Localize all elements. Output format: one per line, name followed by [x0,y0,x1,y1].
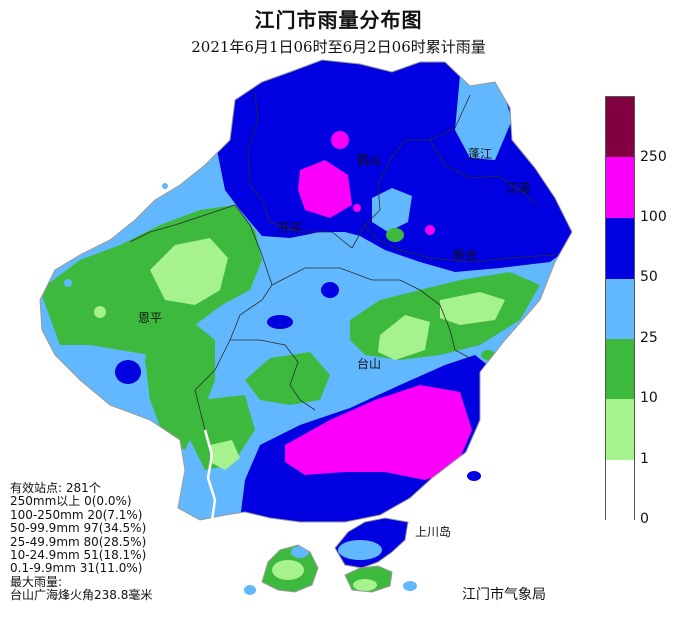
stats-line: 250mm以上 0(0.0%) [10,494,132,509]
legend-tick-100: 100 [640,209,667,225]
label-shangchuan: 上川岛 [415,524,451,539]
stats-line: 100-250mm 20(7.1%) [10,507,143,522]
map-title: 江门市雨量分布图 [254,8,423,32]
legend-colorbar [605,96,635,521]
label-pengjiang: 蓬江 [468,147,492,161]
stats-line: 最大雨量: [10,574,63,589]
stats-line: 0.1-9.9mm 31(11.0%) [10,561,143,576]
county-boundaries [129,91,556,431]
legend-tick-0: 0 [640,511,649,527]
legend-tick-25: 25 [640,330,658,346]
stats-line: 台山广海烽火角238.8毫米 [10,588,153,603]
label-taishan: 台山 [357,356,381,371]
legend-tick-250: 250 [640,149,667,165]
legend-box-4 [606,339,634,399]
legend-tick-50: 50 [640,269,658,285]
legend-box-5 [606,399,634,460]
legend-box-6 [606,460,634,521]
station-stats: 有效站点: 281个 250mm以上 0(0.0%) 100-250mm 20(… [10,481,153,603]
stats-line: 25-49.9mm 80(28.5%) [10,534,147,549]
stats-line: 10-24.9mm 51(18.1%) [10,548,147,563]
stats-line: 50-99.9mm 97(34.5%) [10,521,147,536]
map-subtitle: 2021年6月1日06时至6月2日06时累计雨量 [191,38,486,56]
legend-box-2 [606,218,634,279]
label-kaiping: 开平 [278,221,302,235]
label-xinhui: 新会 [453,247,477,262]
label-heshan: 鹤山 [357,152,381,167]
small-island [344,565,393,593]
legend-box-1 [606,157,634,218]
rainfall-map: 鹤山 蓬江 江海 开平 新会 恩平 台山 上川岛 [39,59,573,595]
label-jianghai: 江海 [506,180,530,195]
xiachuan-island [261,544,319,593]
bureau-credit: 江门市气象局 [462,587,546,603]
legend-box-0 [606,97,634,157]
legend-tick-10: 10 [640,390,658,406]
legend-tick-1: 1 [640,451,649,467]
legend-box-3 [606,279,634,339]
label-enping: 恩平 [138,311,162,325]
tanjiang-river [203,429,217,521]
stats-line: 有效站点: 281个 [10,481,101,495]
